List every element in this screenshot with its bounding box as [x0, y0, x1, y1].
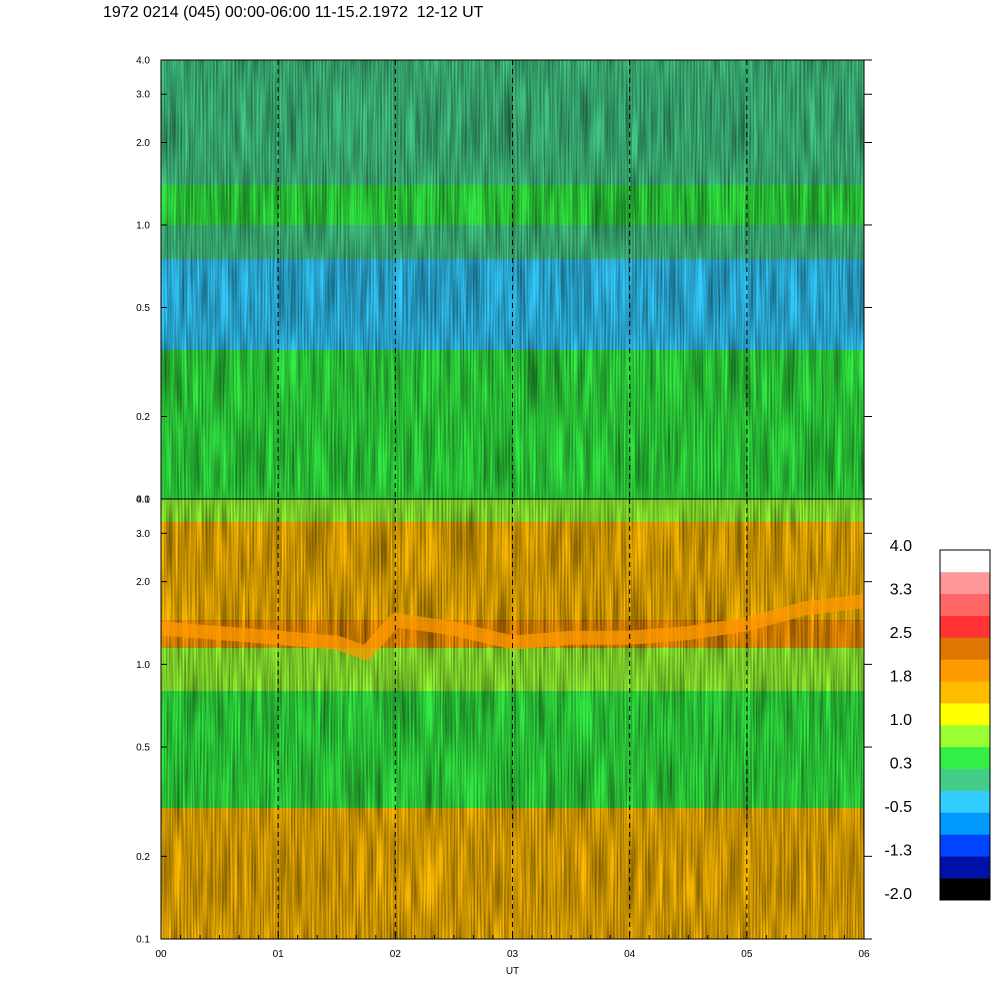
colorbar-swatch [940, 812, 990, 835]
colorbar-swatch [940, 790, 990, 813]
intensity-texture [164, 184, 864, 225]
intensity-texture [164, 807, 864, 939]
intensity-texture [164, 259, 864, 350]
x-tick-label: 06 [858, 949, 870, 960]
x-tick-label: 00 [155, 949, 167, 960]
colorbar-label: 3.3 [890, 582, 912, 599]
y-tick-label: 4.0 [136, 56, 150, 67]
colorbar-swatch [940, 834, 990, 857]
colorbar-label: -1.3 [884, 843, 912, 860]
y-tick-label: 3.0 [136, 90, 150, 101]
colorbar-swatch [940, 550, 990, 573]
colorbar-label: 4.0 [890, 538, 912, 555]
x-axis-label: UT [506, 966, 519, 977]
colorbar-swatch [940, 768, 990, 791]
colorbar-swatch [940, 856, 990, 879]
x-tick-label: 04 [624, 949, 636, 960]
intensity-texture [164, 521, 864, 621]
colorbar-swatch [940, 615, 990, 638]
y-tick-label: 2.0 [136, 138, 150, 149]
colorbar-label: 1.0 [890, 712, 912, 729]
colorbar-label: 1.8 [890, 669, 912, 686]
colorbar-swatch [940, 746, 990, 770]
chart-title: 1972 0214 (045) 00:00-06:00 11-15.2.1972… [103, 4, 484, 21]
y-tick-label: 2.0 [136, 577, 150, 588]
y-tick-label: 0.2 [136, 852, 150, 863]
colorbar-swatch [940, 725, 990, 748]
x-tick-label: 05 [741, 949, 753, 960]
y-tick-label: 1.0 [136, 660, 150, 671]
y-tick-label: 0.1 [136, 935, 150, 946]
colorbar-swatch [940, 681, 990, 704]
y-tick-label: 3.0 [136, 529, 150, 540]
y-tick-label: 1.0 [136, 220, 150, 231]
colorbar-swatch [940, 659, 990, 682]
intensity-texture [164, 499, 864, 522]
colorbar-label: -2.0 [884, 886, 912, 903]
intensity-texture [164, 60, 864, 185]
y-tick-label: 0.5 [136, 303, 150, 314]
emission-ridge [161, 594, 864, 660]
colorbar-swatch [940, 593, 990, 616]
colorbar: 4.0 3.3 2.5 1.8 1.0 0.3 -0.5 -1.3 -2.0 [884, 538, 991, 903]
y-tick-label: 4.0 [136, 495, 150, 506]
intensity-texture [164, 349, 864, 499]
x-tick-label: 02 [390, 949, 402, 960]
x-tick-label: 03 [507, 949, 519, 960]
intensity-texture [164, 647, 864, 691]
top-panel: 0.1 0.2 0.5 1.0 2.0 3.0 4.0 [136, 56, 872, 506]
y-tick-label: 0.2 [136, 412, 150, 423]
colorbar-label: 0.3 [890, 756, 912, 773]
colorbar-swatch [940, 637, 990, 660]
colorbar-swatch [940, 571, 990, 595]
intensity-texture [164, 690, 864, 808]
y-tick-label: 0.5 [136, 743, 150, 754]
colorbar-swatch [940, 703, 990, 726]
y-tick-label: 0.1 [136, 495, 150, 506]
colorbar-label: -0.5 [884, 799, 912, 816]
colorbar-frame [939, 549, 991, 901]
colorbar-swatch [940, 878, 990, 901]
colorbar-label: 2.5 [890, 625, 912, 642]
axes: 00 01 02 03 04 05 06 UT [155, 931, 870, 977]
x-tick-label: 01 [273, 949, 285, 960]
intensity-texture [164, 224, 864, 260]
bottom-panel: 0.1 0.2 0.5 1.0 2.0 3.0 4.0 [136, 495, 872, 946]
